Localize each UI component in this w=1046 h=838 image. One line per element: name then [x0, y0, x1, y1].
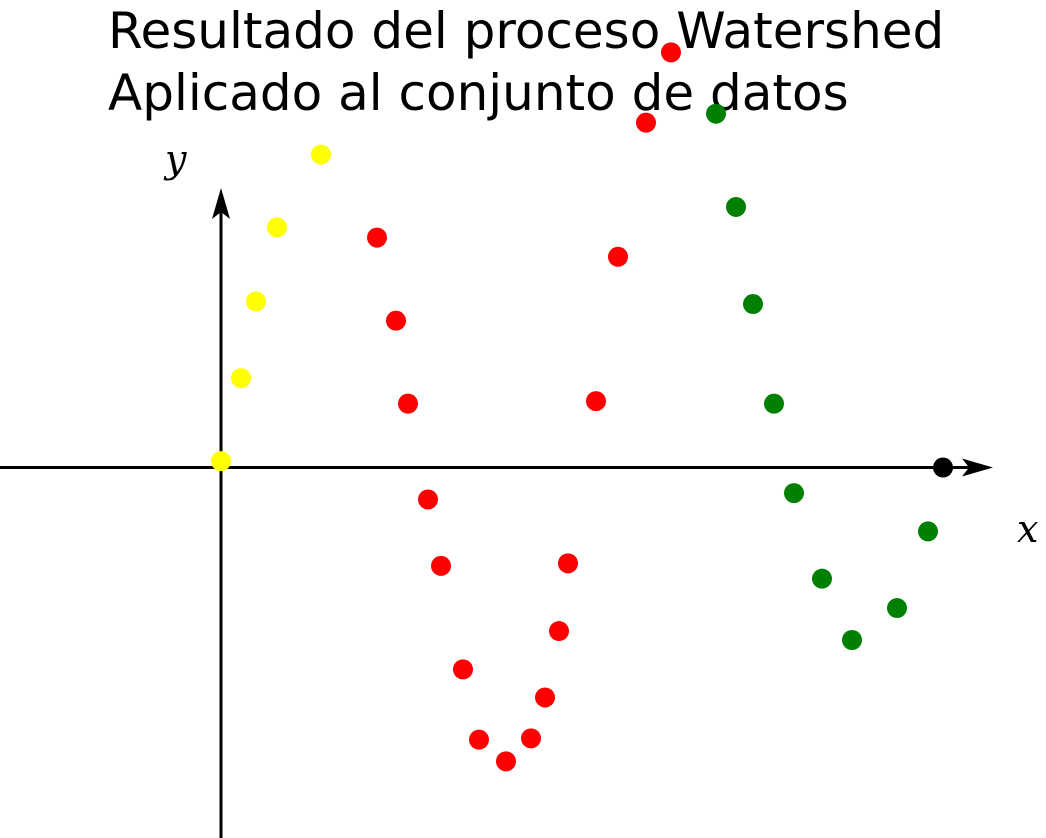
data-points [211, 42, 953, 772]
data-point-series-1-2 [398, 393, 418, 414]
data-point-series-1-4 [431, 555, 451, 576]
data-point-series-1-7 [496, 751, 516, 772]
data-point-series-1-13 [608, 246, 628, 267]
data-point-series-0-3 [267, 217, 287, 238]
data-point-series-0-4 [311, 144, 331, 165]
data-point-series-1-11 [558, 553, 578, 574]
data-point-series-1-14 [636, 112, 656, 133]
data-point-series-3-0 [933, 457, 953, 478]
x-axis-label: x [1017, 507, 1038, 551]
data-point-series-0-1 [231, 368, 251, 389]
y-axis-label: y [163, 137, 187, 181]
chart-title-line-1: Resultado del proceso Watershed [108, 2, 945, 60]
chart-title: Resultado del proceso Watershed Aplicado… [108, 0, 1038, 124]
data-point-series-2-6 [842, 629, 862, 650]
data-point-series-1-1 [386, 310, 406, 331]
data-point-series-2-7 [887, 598, 907, 619]
data-point-series-1-15 [661, 42, 681, 63]
data-point-series-1-9 [535, 687, 555, 708]
data-point-series-1-12 [586, 391, 606, 412]
data-point-series-1-6 [469, 729, 489, 750]
data-point-series-2-2 [743, 294, 763, 315]
data-point-series-2-8 [918, 521, 938, 542]
data-point-series-2-0 [706, 103, 726, 124]
data-point-series-2-1 [726, 196, 746, 217]
data-point-series-2-5 [812, 568, 832, 589]
data-point-series-2-3 [764, 393, 784, 414]
data-point-series-1-0 [367, 227, 387, 248]
data-point-series-2-4 [784, 483, 804, 504]
data-point-series-1-3 [418, 489, 438, 510]
data-point-series-0-2 [246, 291, 266, 312]
data-point-series-1-8 [521, 728, 541, 749]
x-axis-arrowhead [962, 458, 993, 477]
data-point-series-1-5 [453, 659, 473, 680]
axes [0, 188, 993, 838]
data-point-series-0-0 [211, 451, 231, 472]
y-axis-arrowhead [212, 188, 230, 219]
data-point-series-1-10 [549, 621, 569, 642]
